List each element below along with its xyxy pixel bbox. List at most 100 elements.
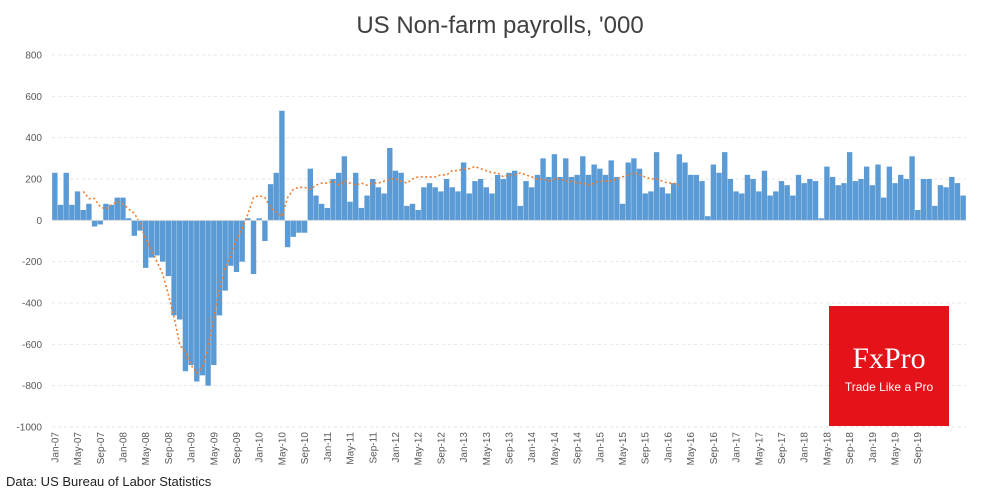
bar: [398, 172, 404, 221]
bar: [727, 179, 734, 221]
bar: [858, 179, 864, 221]
bar: [301, 220, 308, 233]
bar: [625, 162, 631, 221]
bar: [137, 220, 143, 231]
bar: [443, 179, 450, 221]
bar: [211, 220, 217, 365]
x-axis: Jan-07 May-07 Sep-07 Jan-08 May-08 Sep-08 Jan-…: [50, 432, 924, 466]
bar: [767, 195, 773, 221]
bar: [154, 220, 160, 256]
bar: [744, 174, 751, 221]
bar: [863, 166, 870, 221]
bar: [761, 170, 768, 221]
bar: [205, 220, 211, 386]
x-tick-label: Jan-12: [391, 432, 402, 463]
bar: [165, 220, 172, 277]
x-tick-label: May-14: [550, 432, 561, 466]
y-tick-label: -600: [22, 340, 42, 351]
bar: [409, 203, 416, 221]
x-tick-label: May-16: [686, 432, 697, 466]
bar: [949, 176, 955, 221]
bar: [194, 220, 200, 382]
bar: [91, 220, 98, 227]
bar: [580, 156, 586, 221]
x-tick-label: Sep-14: [573, 432, 584, 465]
bar: [540, 158, 546, 221]
x-tick-label: Jan-16: [664, 432, 675, 463]
bar: [546, 176, 552, 221]
bar: [619, 203, 626, 221]
bar: [756, 191, 762, 221]
bar: [336, 172, 342, 221]
bar: [784, 185, 790, 221]
bar: [597, 168, 603, 221]
x-tick-label: May-08: [141, 432, 152, 466]
bar: [131, 220, 138, 236]
x-tick-label: Sep-08: [164, 432, 175, 465]
bar: [790, 195, 796, 221]
bar: [591, 164, 597, 221]
bar: [177, 220, 183, 320]
bar: [63, 172, 69, 221]
bar: [245, 218, 251, 221]
bar: [86, 203, 92, 221]
bar: [216, 220, 223, 316]
bar: [670, 183, 677, 221]
bar: [455, 191, 461, 221]
bar: [108, 204, 115, 221]
bar: [846, 152, 853, 221]
bar: [426, 183, 433, 221]
bar: [807, 179, 813, 221]
bar: [693, 174, 700, 221]
bar: [460, 162, 467, 221]
bar: [381, 193, 387, 221]
y-tick-label: 400: [25, 133, 42, 144]
bar: [370, 179, 376, 221]
bar: [523, 181, 529, 221]
trend-line: [82, 165, 680, 375]
y-tick-label: 0: [36, 216, 42, 227]
bar: [909, 156, 915, 221]
bar: [262, 220, 268, 241]
x-tick-label: Sep-12: [436, 432, 447, 465]
y-tick-label: -200: [22, 257, 42, 268]
bar: [778, 181, 785, 221]
bar: [676, 154, 682, 221]
x-tick-label: May-15: [618, 432, 629, 466]
y-axis: -1000 -800 -600 -400 -200 0 200 400 600 800: [16, 51, 42, 434]
bar: [97, 220, 103, 225]
bar: [875, 164, 881, 221]
y-tick-label: 200: [25, 175, 42, 186]
bar: [432, 187, 438, 221]
y-tick-label: -800: [22, 381, 42, 392]
x-tick-label: Sep-15: [641, 432, 652, 465]
bar: [341, 156, 348, 221]
bar: [483, 187, 489, 221]
bar: [841, 183, 847, 221]
x-tick-label: Jan-17: [732, 432, 743, 463]
x-tick-label: May-18: [822, 432, 833, 466]
bar: [415, 210, 421, 221]
bar: [517, 205, 524, 221]
bar: [330, 179, 336, 221]
bar: [551, 154, 558, 221]
bar: [801, 183, 807, 221]
bar: [57, 204, 64, 221]
bar: [705, 216, 711, 221]
bar: [296, 220, 302, 233]
bar: [954, 183, 961, 221]
bar: [932, 205, 938, 221]
y-tick-label: 600: [25, 92, 42, 103]
bar: [631, 158, 637, 221]
bar: [795, 174, 802, 221]
bar: [358, 207, 365, 221]
bar: [926, 179, 932, 221]
bar: [773, 191, 779, 221]
bar: [171, 220, 177, 316]
bar: [392, 170, 399, 221]
x-tick-label: May-12: [414, 432, 425, 466]
x-tick-label: May-17: [754, 432, 765, 466]
bar: [125, 218, 132, 221]
bar: [750, 179, 756, 221]
data-source: Data: US Bureau of Labor Statistics: [6, 474, 212, 489]
